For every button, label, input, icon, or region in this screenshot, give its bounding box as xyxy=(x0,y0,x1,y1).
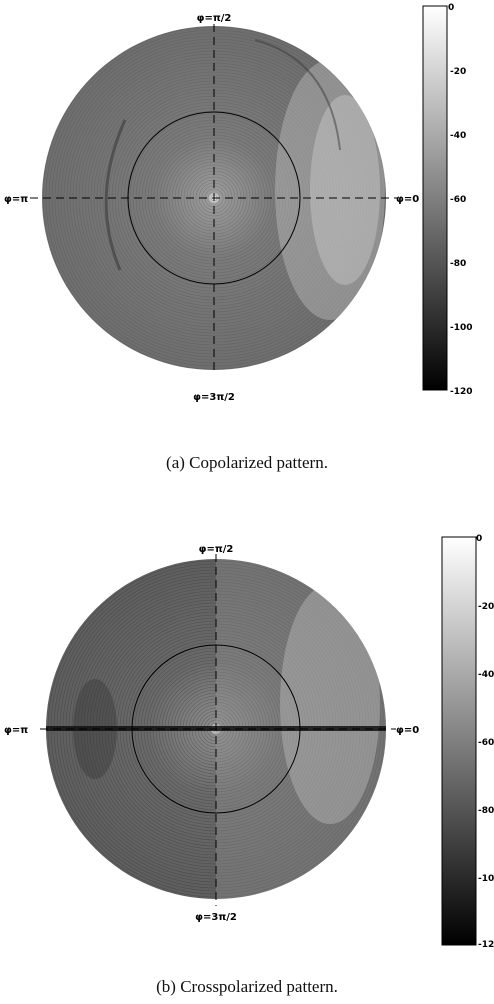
label-bottom: φ=3π/2 xyxy=(193,392,235,403)
colorbar xyxy=(441,536,477,946)
colorbar-ticks: 0 -20 -40 -60 -80 -100 -120 xyxy=(448,3,473,397)
colorbar-ticks: 0 -20 -40 -60 -80 -100 -120 xyxy=(476,534,494,950)
figure-crosspolarized: φ=π/2 φ=3π/2 φ=π φ=0 0 -20 -40 -60 -80 -… xyxy=(0,534,494,954)
colorbar-tick: 0 xyxy=(448,3,454,13)
label-right: φ=0 xyxy=(396,725,419,736)
colorbar-tick: -100 xyxy=(450,323,473,333)
colorbar-tick: -80 xyxy=(450,259,466,269)
label-top: φ=π/2 xyxy=(197,13,232,24)
colorbar-tick: -40 xyxy=(478,670,494,680)
colorbar-tick: -60 xyxy=(450,195,466,205)
colorbar-tick: -120 xyxy=(450,387,473,397)
colorbar-tick: -20 xyxy=(478,602,494,612)
colorbar xyxy=(422,5,448,391)
colorbar-tick: -60 xyxy=(478,738,494,748)
colorbar-tick: 0 xyxy=(476,534,482,544)
label-left: φ=π xyxy=(4,725,28,736)
label-bottom: φ=3π/2 xyxy=(195,912,237,923)
colorbar-tick: -120 xyxy=(478,940,494,950)
colorbar-tick: -100 xyxy=(478,874,494,884)
colorbar-tick: -40 xyxy=(450,131,466,141)
caption-a: (a) Copolarized pattern. xyxy=(166,453,328,472)
label-top: φ=π/2 xyxy=(199,544,234,555)
label-right: φ=0 xyxy=(396,194,419,205)
figure-copolarized: φ=π/2 φ=3π/2 φ=π φ=0 0 -20 -40 -60 -80 -… xyxy=(0,0,494,440)
colorbar-tick: -80 xyxy=(478,806,494,816)
copolarized-plot: φ=π/2 φ=3π/2 φ=π φ=0 0 -20 -40 -60 -80 -… xyxy=(4,3,473,403)
label-left: φ=π xyxy=(4,194,28,205)
crosspolarized-plot: φ=π/2 φ=3π/2 φ=π φ=0 0 -20 -40 -60 -80 -… xyxy=(4,534,494,950)
caption-b: (b) Crosspolarized pattern. xyxy=(156,977,338,996)
colorbar-tick: -20 xyxy=(450,67,466,77)
